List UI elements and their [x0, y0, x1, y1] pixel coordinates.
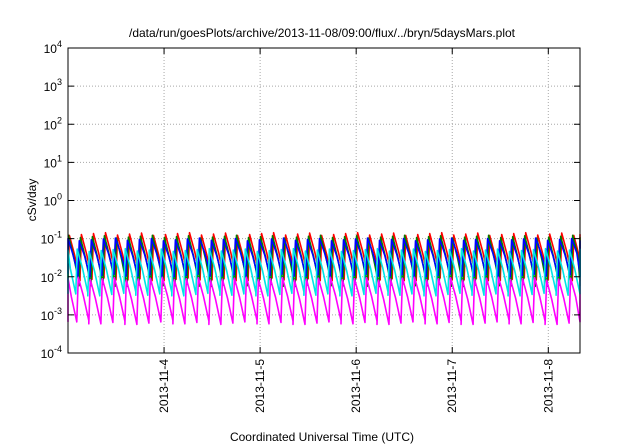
x-tick-label: 2013-11-6: [349, 359, 363, 413]
y-tick-label: 100: [44, 192, 62, 209]
x-tick-label: 2013-11-4: [157, 359, 171, 413]
x-tick-label: 2013-11-7: [445, 359, 459, 413]
series-line: [67, 231, 581, 282]
x-tick-label: 2013-11-8: [541, 359, 555, 413]
y-tick-label: 10-2: [41, 268, 62, 285]
axis-ticks: 10-4 10-3 10-2 10-1 100 101 102 103 104 2013-11-4…: [41, 39, 580, 413]
x-tick-label: 2013-11-5: [253, 359, 267, 413]
data-series-group: [67, 231, 581, 326]
y-tick-label: 101: [44, 153, 62, 170]
y-tick-label: 10-1: [41, 230, 62, 247]
y-tick-label: 104: [44, 39, 62, 56]
x-axis-label: Coordinated Universal Time (UTC): [230, 430, 414, 444]
series-line: [67, 247, 581, 297]
y-tick-label: 10-3: [41, 306, 62, 323]
y-tick-label: 102: [44, 115, 62, 132]
y-tick-label: 10-4: [41, 344, 62, 361]
y-tick-label: 103: [44, 77, 62, 94]
series-line: [67, 276, 581, 326]
y-axis-label: cSv/day: [25, 179, 39, 222]
series-line: [67, 237, 581, 278]
plot-frame: [67, 47, 581, 354]
chart-title: /data/run/goesPlots/archive/2013-11-08/0…: [129, 26, 516, 40]
